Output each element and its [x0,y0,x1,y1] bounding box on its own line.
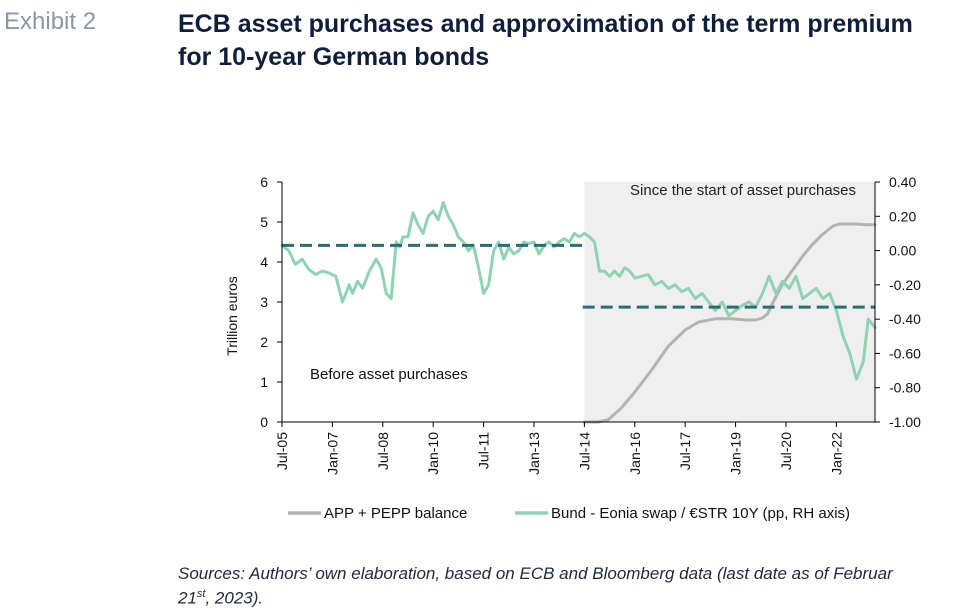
left-tick-label: 6 [260,174,268,190]
sources-day: 21 [178,588,197,608]
right-tick-label: -1.00 [889,414,921,430]
x-tick-label: Jul-20 [778,432,794,470]
right-tick-label: 0.40 [889,174,916,190]
x-tick-label: Jul-11 [476,432,492,469]
right-tick-label: 0.20 [889,208,916,224]
sources-ordinal: st [196,588,206,600]
before-region-label: Before asset purchases [310,366,468,383]
x-tick-label: Jul-14 [576,432,592,470]
chart-title-line-2: for 10-year German bonds [178,43,490,71]
right-tick-label: -0.20 [889,277,921,293]
chart-title-line-1: ECB asset purchases and approximation of… [178,10,913,38]
exhibit-label: Exhibit 2 [4,8,97,35]
sources-note: Sources: Authors’ own elaboration, based… [178,563,969,609]
chart-title: ECB asset purchases and approximation of… [178,8,968,74]
left-tick-label: 3 [260,294,268,310]
x-tick-label: Jan-19 [728,432,744,475]
left-tick-label: 1 [260,374,268,390]
x-tick-label: Jan-07 [324,432,340,475]
x-tick-label: Jan-13 [526,432,542,475]
right-tick-label: -0.60 [889,345,921,361]
x-tick-label: Jul-05 [274,432,290,470]
left-tick-label: 4 [260,254,268,270]
sources-text: Sources: Authors’ own elaboration, based… [178,564,893,583]
legend: APP + PEPP balance Bund - Eonia swap / €… [288,505,850,522]
shaded-region-label: Since the start of asset purchases [630,182,856,199]
right-tick-label: 0.00 [889,243,916,259]
y-axis-label: Trillion euros [224,276,240,356]
shaded-region [584,182,875,422]
legend-label-app: APP + PEPP balance [324,505,467,522]
left-tick-label: 5 [260,214,268,230]
x-tick-label: Jul-08 [375,432,391,470]
x-tick-label: Jan-10 [425,432,441,475]
series-line-app-pepp [582,222,877,424]
x-tick-label: Jul-17 [677,432,693,470]
left-tick-label: 2 [260,334,268,350]
legend-label-bund: Bund - Eonia swap / €STR 10Y (pp, RH axi… [551,505,850,522]
x-tick-label: Jan-22 [828,432,844,475]
right-tick-label: -0.40 [889,311,921,327]
x-tick-label: Jan-16 [627,432,643,475]
sources-text-end: , 2023). [205,588,264,608]
right-tick-label: -0.80 [889,380,921,396]
left-tick-label: 0 [260,414,268,430]
